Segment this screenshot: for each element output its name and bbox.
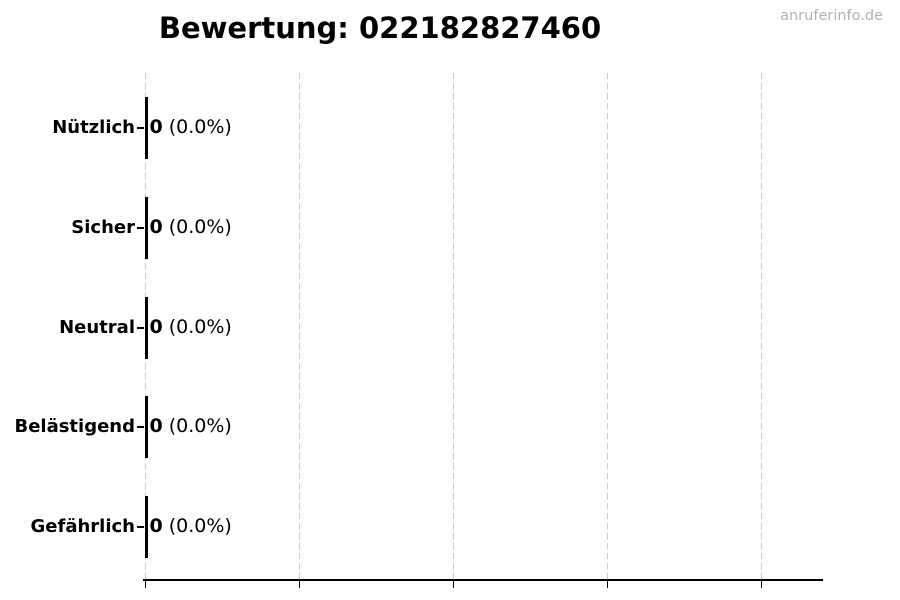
zero-bar — [145, 396, 148, 458]
bar-count: 0 — [149, 216, 163, 238]
x-axis-tick — [760, 581, 763, 588]
bar-percent: (0.0%) — [168, 415, 232, 437]
bar-row: Nützlich 0 (0.0%) — [0, 97, 900, 159]
bar-value-label: 0 (0.0%) — [150, 114, 232, 141]
chart-title: Bewertung: 022182827460 — [158, 11, 602, 45]
bar-value-label: 0 (0.0%) — [150, 214, 232, 241]
x-axis-line — [142, 579, 823, 581]
y-axis-tick — [136, 327, 144, 329]
y-axis-tick — [136, 526, 144, 528]
y-axis-tick — [136, 426, 144, 428]
bar-row: Sicher 0 (0.0%) — [0, 197, 900, 259]
x-gridline — [760, 73, 763, 580]
bar-percent: (0.0%) — [168, 216, 232, 238]
bar-value-label: 0 (0.0%) — [150, 413, 232, 440]
bar-count: 0 — [149, 515, 163, 537]
bar-percent: (0.0%) — [168, 316, 232, 338]
category-label: Neutral — [59, 317, 135, 338]
zero-bar — [145, 297, 148, 359]
x-gridline — [452, 73, 455, 580]
category-label: Gefährlich — [30, 516, 135, 537]
x-gridline — [606, 73, 609, 580]
zero-bar — [145, 496, 148, 558]
bar-count: 0 — [149, 316, 163, 338]
category-label: Sicher — [71, 217, 135, 238]
bar-count: 0 — [149, 116, 163, 138]
x-axis-tick — [606, 581, 609, 588]
zero-bar — [145, 97, 148, 159]
y-axis-tick — [136, 227, 144, 229]
category-label: Nützlich — [52, 117, 135, 138]
watermark-text: anruferinfo.de — [780, 8, 883, 24]
x-axis-tick — [452, 581, 455, 588]
bar-row: Neutral 0 (0.0%) — [0, 297, 900, 359]
bar-value-label: 0 (0.0%) — [150, 314, 232, 341]
x-gridline — [298, 73, 301, 580]
bar-row: Gefährlich 0 (0.0%) — [0, 496, 900, 558]
bar-percent: (0.0%) — [168, 116, 232, 138]
category-label: Belästigend — [14, 416, 135, 437]
bar-row: Belästigend 0 (0.0%) — [0, 396, 900, 458]
y-axis-tick — [136, 127, 144, 129]
zero-bar — [145, 197, 148, 259]
x-axis-tick — [298, 581, 301, 588]
x-axis-tick — [144, 581, 147, 588]
bar-value-label: 0 (0.0%) — [150, 513, 232, 540]
bar-percent: (0.0%) — [168, 515, 232, 537]
bar-count: 0 — [149, 415, 163, 437]
